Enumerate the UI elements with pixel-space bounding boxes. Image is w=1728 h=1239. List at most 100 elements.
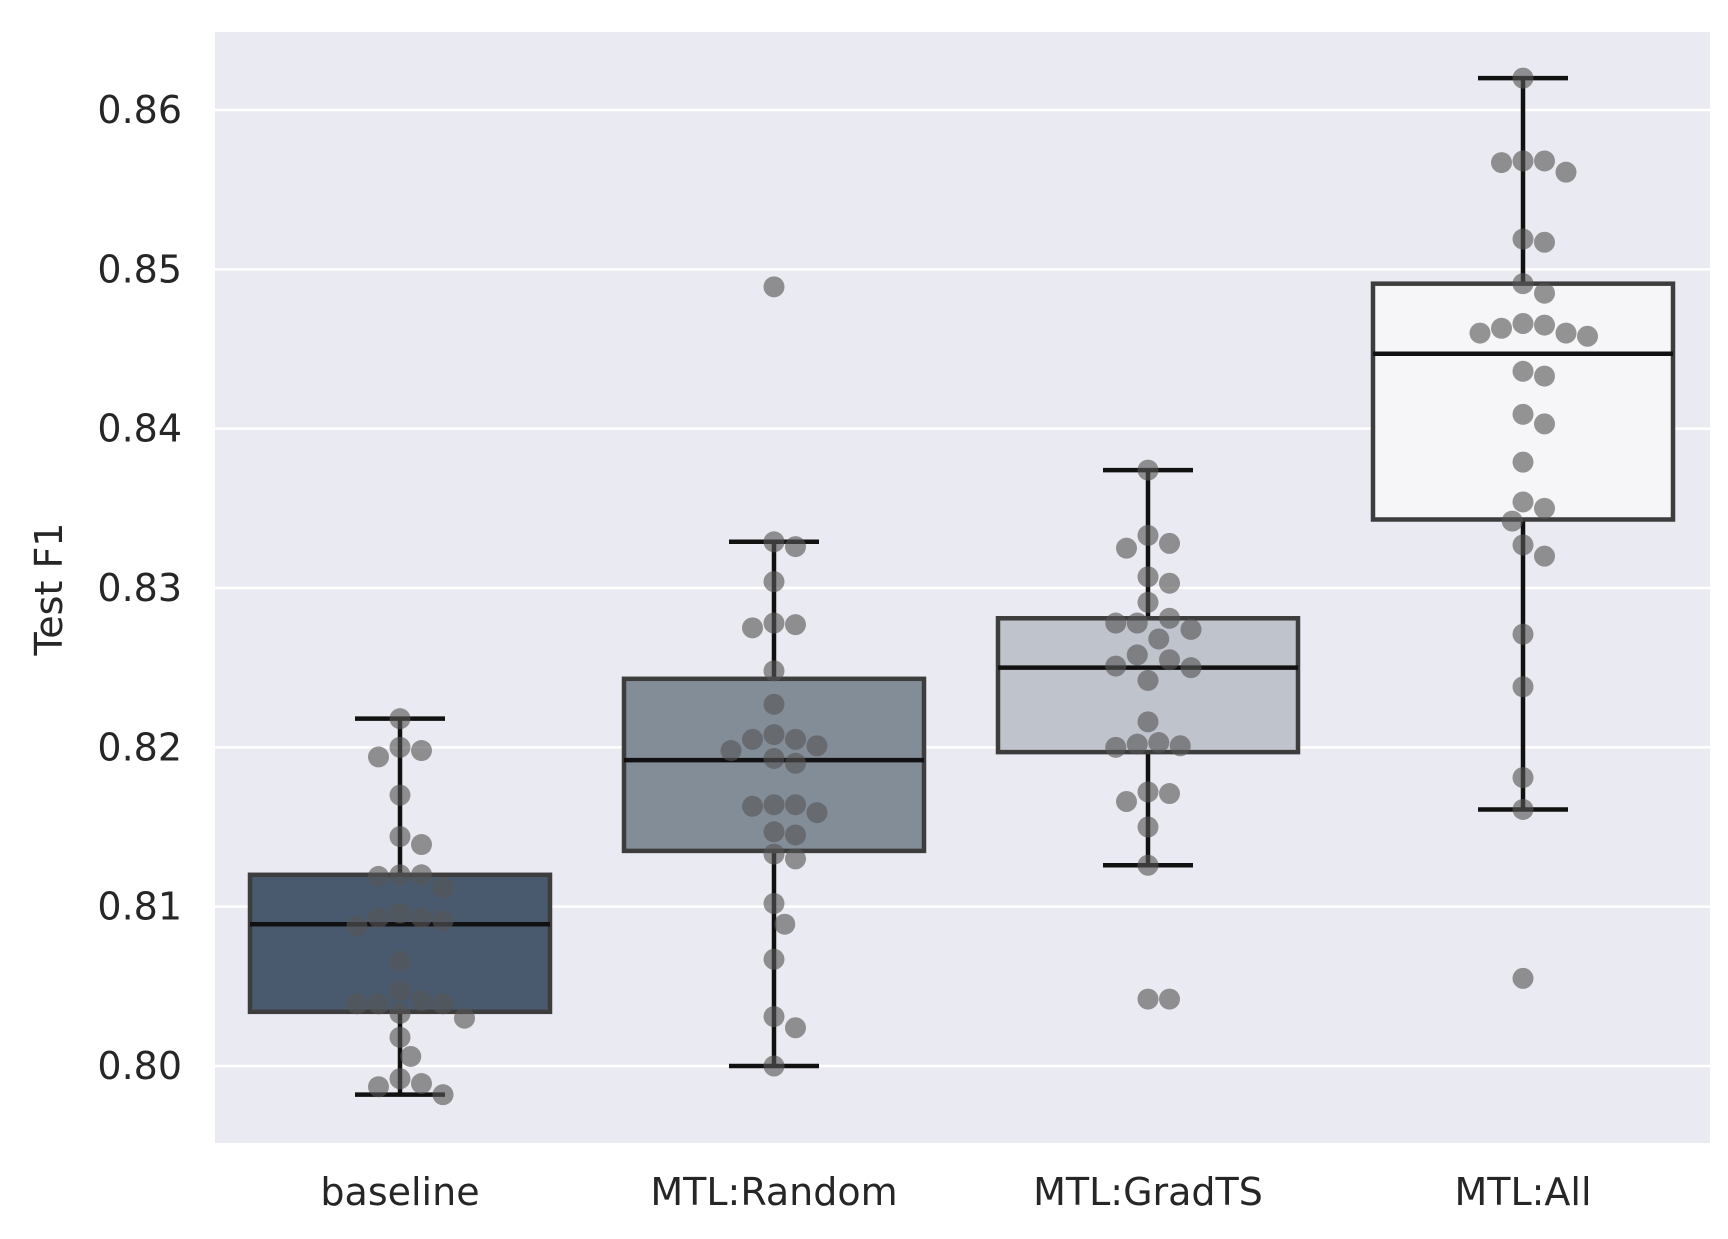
data-point xyxy=(763,747,785,769)
data-point xyxy=(1105,655,1127,677)
data-point xyxy=(389,1002,411,1024)
data-point xyxy=(763,660,785,682)
data-point xyxy=(1512,313,1534,335)
data-point xyxy=(1469,322,1491,344)
data-point xyxy=(785,848,806,870)
x-tick-label: baseline xyxy=(320,1170,479,1214)
data-point xyxy=(1159,532,1180,554)
y-axis-label: Test F1 xyxy=(27,523,71,657)
y-tick-labels: 0.80 0.81 0.82 0.83 0.84 0.85 0.86 xyxy=(97,88,182,1088)
data-point xyxy=(785,794,806,816)
data-point xyxy=(368,865,389,887)
data-point xyxy=(368,907,389,929)
points xyxy=(346,67,1598,1106)
data-point xyxy=(389,784,411,806)
data-point xyxy=(1534,365,1555,387)
data-point xyxy=(368,746,389,768)
data-point xyxy=(1126,612,1148,634)
data-point xyxy=(1159,607,1180,629)
data-point xyxy=(368,993,389,1015)
data-point xyxy=(763,693,785,715)
data-point xyxy=(1137,711,1159,733)
data-point xyxy=(389,826,411,848)
data-point xyxy=(1137,781,1159,803)
data-point xyxy=(1159,649,1180,671)
data-point xyxy=(1180,618,1202,640)
data-point xyxy=(763,821,785,843)
data-point xyxy=(1534,497,1555,519)
data-point xyxy=(1577,325,1598,347)
data-point xyxy=(1116,537,1137,559)
data-point xyxy=(400,1045,422,1067)
data-point xyxy=(1126,733,1148,755)
x-tick-labels: baseline MTL:Random MTL:GradTS MTL:All xyxy=(320,1170,1591,1214)
data-point xyxy=(763,1055,785,1077)
data-point xyxy=(763,724,785,746)
data-point xyxy=(1512,967,1534,989)
data-point xyxy=(763,612,785,634)
data-point xyxy=(785,536,806,558)
data-point xyxy=(1534,413,1555,435)
y-tick-label: 0.82 xyxy=(97,725,182,769)
y-tick-label: 0.83 xyxy=(97,566,182,610)
data-point xyxy=(1555,322,1577,344)
x-tick-label: MTL:All xyxy=(1454,1170,1591,1214)
data-point xyxy=(454,1007,475,1029)
data-point xyxy=(1137,854,1159,876)
data-point xyxy=(389,708,411,730)
data-point xyxy=(1501,510,1523,532)
data-point xyxy=(1534,231,1555,253)
data-point xyxy=(411,990,432,1012)
data-point xyxy=(1116,791,1137,813)
data-point xyxy=(368,1076,389,1098)
data-point xyxy=(1512,273,1534,295)
data-point xyxy=(1534,282,1555,304)
data-point xyxy=(432,993,454,1015)
y-tick-label: 0.81 xyxy=(97,885,182,929)
data-point xyxy=(785,1017,806,1039)
data-point xyxy=(1105,736,1127,758)
data-point xyxy=(411,864,432,886)
data-point xyxy=(763,531,785,553)
data-point xyxy=(1105,612,1127,634)
data-point xyxy=(1512,623,1534,645)
data-point xyxy=(1491,317,1512,339)
data-point xyxy=(1512,491,1534,513)
data-point xyxy=(1512,676,1534,698)
data-point xyxy=(742,617,763,639)
data-point xyxy=(1491,152,1512,174)
data-point xyxy=(1534,314,1555,336)
data-point xyxy=(411,907,432,929)
data-point xyxy=(1137,591,1159,613)
data-point xyxy=(389,980,411,1002)
data-point xyxy=(1137,816,1159,838)
data-point xyxy=(1512,403,1534,425)
data-point xyxy=(1126,644,1148,666)
data-point xyxy=(1159,783,1180,805)
data-point xyxy=(389,1026,411,1048)
data-point xyxy=(1512,228,1534,250)
data-point xyxy=(432,910,454,932)
data-point xyxy=(720,740,742,762)
data-point xyxy=(763,843,785,865)
data-point xyxy=(346,993,368,1015)
x-tick-label: MTL:Random xyxy=(650,1170,897,1214)
data-point xyxy=(1555,161,1577,183)
data-point xyxy=(763,571,785,593)
data-point xyxy=(389,902,411,924)
data-point xyxy=(389,864,411,886)
data-point xyxy=(411,1073,432,1095)
data-point xyxy=(1512,67,1534,89)
data-point xyxy=(389,1068,411,1090)
data-point xyxy=(1148,628,1170,650)
y-tick-label: 0.80 xyxy=(97,1044,182,1088)
data-point xyxy=(1137,669,1159,691)
data-point xyxy=(1137,566,1159,588)
data-point xyxy=(389,736,411,758)
data-point xyxy=(1512,767,1534,789)
x-tick-label: MTL:GradTS xyxy=(1033,1170,1263,1214)
data-point xyxy=(1180,657,1202,679)
data-point xyxy=(1512,150,1534,172)
data-point xyxy=(346,915,368,937)
